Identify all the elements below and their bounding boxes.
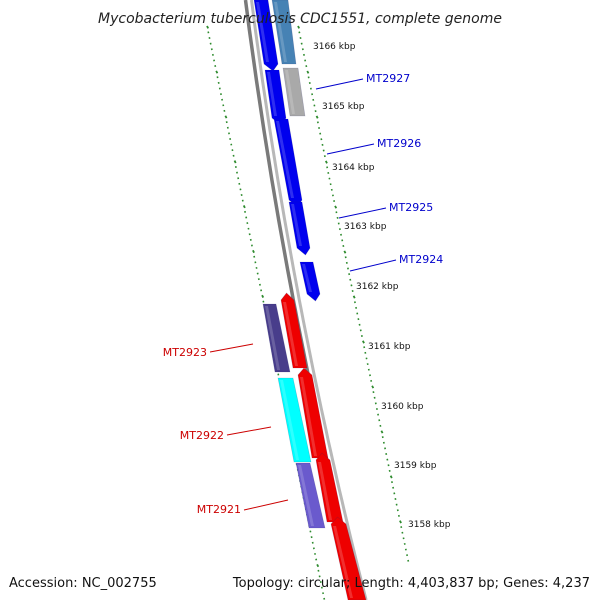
gene-feature (315, 452, 344, 523)
major-tick (389, 475, 393, 479)
gene-feature (297, 367, 329, 459)
major-tick (206, 25, 210, 29)
gene-feature-highlight (283, 302, 298, 366)
gene-leader-line (349, 259, 397, 272)
ruler-kbp-label: 3161 kbp (368, 342, 411, 352)
major-tick (261, 294, 265, 298)
gene-feature-highlight (318, 462, 332, 520)
gene-feature (271, 0, 297, 65)
gene-name[interactable]: MT2922 (180, 429, 224, 442)
gene-feature-highlight (285, 70, 295, 114)
major-tick (315, 115, 319, 119)
gene-feature (288, 201, 311, 256)
gene-leader-line (315, 78, 364, 90)
major-tick (399, 520, 402, 524)
gene-feature (280, 292, 308, 369)
gene-feature (299, 261, 321, 302)
ruler-kbp-label: 3164 kbp (332, 163, 375, 173)
gene-feature-highlight (291, 204, 302, 246)
gene-label-mt2925[interactable]: MT2925 (338, 201, 433, 219)
backbone-strand (250, 0, 368, 600)
gene-feature-highlight (298, 465, 314, 526)
gene-name[interactable]: MT2926 (377, 137, 421, 150)
major-tick (297, 25, 301, 29)
gene-name[interactable]: MT2924 (399, 253, 443, 266)
gene-leader-line (226, 426, 272, 436)
major-tick (362, 340, 365, 344)
genome-summary-text: Topology: circular; Length: 4,403,837 bp… (232, 576, 590, 591)
gene-feature-highlight (333, 526, 353, 598)
gene-label-mt2926[interactable]: MT2926 (326, 137, 421, 155)
gene-feature-highlight (274, 2, 287, 62)
gene-feature-highlight (280, 380, 299, 460)
ruler-kbp-label: 3162 kbp (356, 282, 399, 292)
gene-label-mt2921[interactable]: MT2921 (197, 499, 289, 516)
major-tick (371, 385, 375, 389)
major-tick (352, 295, 356, 299)
gene-label-mt2923[interactable]: MT2923 (163, 343, 254, 359)
major-tick (380, 430, 384, 434)
accession-text: Accession: NC_002755 (9, 576, 157, 591)
major-tick (316, 563, 320, 568)
gene-label-mt2927[interactable]: MT2927 (315, 72, 410, 90)
gene-feature (262, 303, 291, 373)
gene-leader-line (209, 343, 254, 353)
gene-leader-line (243, 499, 289, 511)
major-tick (306, 70, 310, 74)
major-tick (215, 70, 219, 74)
gene-leader-line (338, 207, 387, 219)
inner-tick-track (297, 25, 410, 562)
ruler-kbp-label: 3166 kbp (313, 42, 356, 52)
gene-feature (282, 67, 306, 117)
map-title: Mycobacterium tuberculosis CDC1551, comp… (98, 11, 502, 27)
major-tick (334, 205, 338, 209)
gene-feature-highlight (256, 2, 269, 62)
gene-leader-line (326, 143, 375, 155)
ruler-kbp-label: 3165 kbp (322, 102, 365, 112)
gene-name[interactable]: MT2923 (163, 346, 207, 359)
gene-feature-highlight (300, 377, 317, 456)
gene-name[interactable]: MT2921 (197, 503, 241, 516)
gene-feature-highlight (276, 121, 294, 198)
major-tick (252, 249, 255, 254)
ruler-kbp-label: 3158 kbp (408, 520, 451, 530)
ruler-kbp-label: 3159 kbp (394, 461, 437, 471)
gene-label-mt2922[interactable]: MT2922 (180, 426, 272, 442)
major-tick (343, 250, 347, 254)
gene-feature (253, 0, 279, 72)
ruler-kbp-label: 3160 kbp (381, 402, 424, 412)
major-tick (233, 160, 237, 164)
gene-feature-highlight (265, 306, 280, 370)
ruler-kbp-label: 3163 kbp (344, 222, 387, 232)
major-tick (224, 115, 228, 119)
gene-label-mt2924[interactable]: MT2924 (349, 253, 443, 272)
gene-feature-highlight (267, 72, 277, 116)
gene-feature (295, 462, 326, 529)
major-tick (242, 205, 246, 209)
gene-name[interactable]: MT2925 (389, 201, 433, 214)
gene-feature (330, 516, 367, 600)
major-tick (324, 160, 328, 164)
gene-feature (277, 377, 312, 463)
gene-name[interactable]: MT2927 (366, 72, 410, 85)
gene-feature-highlight (302, 264, 312, 292)
